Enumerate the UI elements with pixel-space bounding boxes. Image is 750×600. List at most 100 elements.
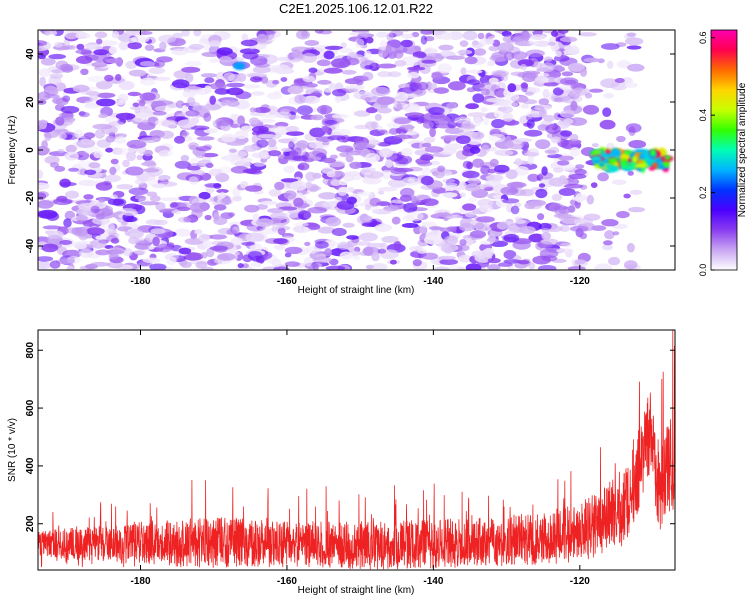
- colorbar-tick-label: 0.0: [698, 264, 708, 277]
- heatmap-cell: [627, 63, 645, 72]
- heatmap-cell: [315, 241, 329, 249]
- heatmap-cell: [64, 151, 79, 161]
- heatmap-cell: [440, 135, 461, 141]
- heatmap-cell: [502, 101, 519, 108]
- heatmap-cell: [132, 102, 140, 108]
- heatmap-cell: [287, 86, 304, 95]
- heatmap-cell: [583, 213, 601, 221]
- heatmap-cell: [608, 256, 621, 266]
- heatmap-cell: [522, 99, 538, 105]
- heatmap-cell: [628, 206, 645, 213]
- heatmap-cell: [209, 234, 227, 240]
- heatmap-cell: [242, 84, 261, 89]
- heatmap-cell: [400, 39, 413, 48]
- heatmap-cell: [181, 30, 190, 37]
- heatmap-cell: [416, 81, 429, 91]
- heatmap-cell: [551, 30, 559, 37]
- heatmap-cell: [254, 63, 271, 68]
- heatmap-cell: [344, 78, 362, 85]
- heatmap-cell: [201, 152, 219, 158]
- heatmap-cell: [486, 98, 505, 103]
- heatmap-cell: [233, 62, 246, 70]
- x-tick-label: -180: [130, 276, 150, 287]
- heatmap-cell: [240, 39, 258, 47]
- heatmap-cell: [494, 149, 514, 156]
- heatmap-cell: [268, 189, 282, 197]
- heatmap-cell: [239, 48, 260, 55]
- heatmap-cell: [144, 44, 155, 51]
- heatmap-cell: [334, 95, 342, 103]
- heatmap-cell: [148, 67, 166, 75]
- heatmap-cell: [166, 242, 175, 248]
- heatmap-cell: [514, 166, 530, 176]
- y-tick-label: 20: [25, 96, 36, 108]
- heatmap-cell: [154, 105, 173, 112]
- heatmap-cell: [502, 35, 517, 43]
- heatmap-cell: [65, 190, 80, 199]
- heatmap-cell: [323, 88, 335, 93]
- heatmap-cell: [465, 263, 482, 270]
- heatmap-cell: [371, 263, 388, 270]
- heatmap-cell: [248, 117, 260, 125]
- heatmap-cell: [152, 111, 167, 116]
- spectrogram-heatmap: [38, 30, 674, 270]
- heatmap-cell: [323, 50, 335, 60]
- heatmap-cell: [364, 96, 372, 102]
- heatmap-cell: [628, 140, 647, 149]
- y-tick-label: 0: [25, 147, 36, 153]
- heatmap-cell: [479, 38, 495, 46]
- heatmap-cell: [621, 77, 633, 84]
- heatmap-cell: [365, 153, 380, 163]
- heatmap-cell: [663, 161, 670, 168]
- heatmap-cell: [624, 150, 633, 155]
- heatmap-cell: [149, 263, 167, 270]
- heatmap-cell: [491, 186, 501, 194]
- heatmap-cell: [126, 139, 147, 149]
- heatmap-cell: [459, 40, 469, 47]
- heatmap-cell: [142, 257, 161, 264]
- heatmap-cell: [78, 179, 98, 187]
- heatmap-cell: [107, 198, 125, 206]
- heatmap-cell: [365, 36, 374, 44]
- heatmap-cell: [424, 48, 438, 54]
- heatmap-cell: [374, 223, 393, 232]
- heatmap-cell: [304, 256, 313, 267]
- heatmap-cell: [401, 30, 410, 33]
- heatmap-cell: [603, 240, 613, 246]
- heatmap-cell: [574, 168, 587, 176]
- heatmap-cell: [307, 206, 328, 214]
- heatmap-cell: [437, 255, 456, 260]
- heatmap-cell: [217, 120, 231, 127]
- heatmap-cell: [548, 41, 556, 46]
- heatmap-cell: [553, 213, 572, 219]
- heatmap-cell: [530, 34, 546, 40]
- heatmap-cell: [402, 215, 415, 222]
- heatmap-cell: [85, 90, 100, 96]
- heatmap-cell: [583, 57, 601, 63]
- heatmap-cell: [108, 46, 118, 55]
- x-tick-label: -180: [130, 576, 150, 587]
- heatmap-cell: [480, 88, 490, 96]
- heatmap-cell: [307, 223, 321, 230]
- heatmap-cell: [109, 194, 118, 200]
- heatmap-cell: [459, 239, 467, 246]
- heatmap-cell: [575, 164, 585, 169]
- heatmap-cell: [535, 188, 548, 199]
- heatmap-cell: [139, 61, 155, 67]
- heatmap-cell: [95, 80, 113, 90]
- heatmap-cell: [39, 260, 49, 269]
- heatmap-cell: [125, 166, 144, 176]
- heatmap-cell: [146, 191, 158, 197]
- heatmap-cell: [273, 266, 290, 270]
- heatmap-cell: [302, 95, 320, 105]
- heatmap-cell: [401, 223, 419, 228]
- heatmap-cell: [358, 232, 378, 242]
- heatmap-cell: [195, 261, 208, 269]
- heatmap-cell: [209, 95, 216, 105]
- heatmap-cell: [244, 204, 260, 213]
- heatmap-cell: [294, 94, 306, 104]
- heatmap-cell: [281, 147, 292, 152]
- heatmap-cell: [44, 85, 58, 95]
- heatmap-cell: [507, 83, 517, 93]
- heatmap-cell: [420, 35, 428, 45]
